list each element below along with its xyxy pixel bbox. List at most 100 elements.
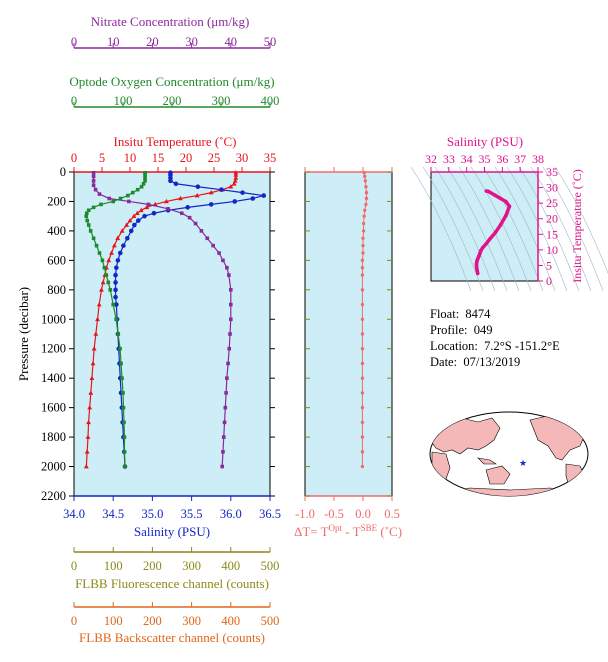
delta-t-point: [363, 208, 367, 212]
temperature-point: [106, 257, 112, 263]
ts-point: [498, 223, 503, 227]
delta-t-series-group: [360, 171, 369, 469]
oxygen-point: [143, 170, 147, 175]
main-series-group: [83, 170, 267, 469]
oxygen-point: [121, 391, 125, 395]
salinity-point: [219, 187, 224, 192]
delta-t-point: [360, 391, 365, 395]
nitrate-point: [228, 332, 232, 336]
pressure-tick-label: 1800: [41, 430, 66, 444]
nitrate-point: [91, 170, 96, 175]
delta-t-point: [363, 174, 367, 179]
delta-t-panel: -1.0 -0.5 0.0 0.5 ΔT= TOpt - TSBE (˚C): [294, 167, 402, 539]
salinity-point: [114, 302, 119, 307]
land-antarctica: [439, 487, 581, 496]
nitrate-point: [205, 236, 210, 241]
density-contour: [446, 166, 508, 292]
ts-x-tick-label: 37: [514, 152, 526, 166]
ts-x-tick-label: 32: [425, 152, 437, 166]
temperature-tick-label: 30: [236, 151, 249, 165]
nitrate-point: [97, 192, 102, 196]
land-australia: [485, 465, 511, 485]
oxygen-axis-title: Optode Oxygen Concentration (μm/kg): [69, 74, 274, 89]
date-label: Date:: [430, 355, 458, 369]
nitrate-point: [227, 273, 231, 277]
temperature-point: [115, 235, 121, 241]
density-contour: [482, 166, 544, 292]
salinity-point: [250, 196, 256, 201]
backscatter-axis-title: FLBB Backscatter channel (counts): [79, 630, 265, 645]
temperature-point: [208, 190, 214, 195]
delta-t-point: [360, 450, 365, 454]
temperature-point: [109, 250, 114, 255]
oxygen-tick-label: 100: [114, 94, 133, 108]
salinity-point: [121, 243, 126, 248]
oxygen-point: [99, 202, 103, 207]
delta-t-point: [361, 251, 365, 255]
oxygen-point: [102, 265, 107, 270]
delta-t-point: [360, 376, 365, 380]
salinity-point: [232, 199, 238, 204]
temperature-point: [90, 360, 96, 366]
delta-t-point: [361, 236, 365, 240]
temperature-point: [233, 170, 239, 175]
salinity-line: [114, 172, 264, 467]
density-contour: [470, 166, 532, 292]
oxygen-point: [111, 302, 115, 307]
delta-t-point: [360, 332, 365, 336]
ts-point: [504, 199, 508, 204]
fluorescence-tick-label: 100: [104, 559, 123, 573]
nitrate-point: [229, 288, 233, 292]
nitrate-tick-label: 0: [71, 35, 77, 49]
nitrate-point: [229, 302, 233, 307]
temperature-tick-label: 15: [152, 151, 165, 165]
temperature-point: [131, 213, 137, 218]
nitrate-point: [93, 187, 98, 192]
nitrate-point: [223, 405, 228, 410]
temperature-point: [111, 243, 117, 248]
oxygen-series: [84, 170, 147, 469]
oxygen-point: [131, 190, 135, 195]
delta-t-point: [360, 302, 365, 307]
temperature-point: [85, 434, 91, 439]
temperature-point: [138, 207, 144, 213]
ts-y-tick-label: 0: [546, 274, 552, 288]
delta-t-point: [364, 196, 369, 201]
nitrate-point: [187, 215, 192, 220]
oxygen-point: [97, 251, 102, 255]
delta-t-point: [360, 273, 365, 277]
delta-t-point: [360, 405, 365, 410]
main-plot-area: [73, 171, 271, 497]
nitrate-point: [224, 391, 228, 395]
fluorescence-axis-title: FLBB Fluorescence channel (counts): [75, 576, 269, 591]
fluorescence-tick-label: 400: [221, 559, 240, 573]
nitrate-point: [225, 376, 229, 380]
nitrate-point: [180, 211, 184, 216]
oxygen-point: [108, 288, 113, 292]
nitrate-point: [217, 251, 221, 255]
delta-t-tick-label: -1.0: [295, 507, 315, 521]
ts-temperature-axis-title: Insitu Temperature (˚C): [570, 169, 584, 283]
delta-t-point: [363, 179, 368, 183]
temperature-point: [144, 204, 150, 210]
date-value: 07/13/2019: [463, 355, 521, 369]
delta-t-point: [360, 347, 365, 351]
oxygen-point: [118, 346, 122, 351]
ts-point: [504, 213, 508, 218]
salinity-tick-label: 36.0: [220, 507, 242, 521]
pressure-tick-label: 600: [47, 253, 66, 267]
ts-y-tick-label: 35: [546, 165, 558, 179]
delta-t-point: [361, 221, 366, 226]
backscatter-tick-label: 300: [182, 614, 201, 628]
nitrate-point: [127, 199, 131, 204]
nitrate-point: [199, 229, 204, 233]
nitrate-point: [146, 202, 151, 207]
oxygen-point: [123, 464, 127, 469]
oxygen-point: [121, 405, 126, 410]
delta-t-point: [360, 288, 365, 292]
ts-y-tick-label: 20: [546, 212, 558, 226]
salinity-point: [132, 222, 137, 228]
temperature-point: [99, 287, 104, 292]
delta-t-point: [360, 317, 365, 321]
oxygen-point: [143, 179, 147, 183]
